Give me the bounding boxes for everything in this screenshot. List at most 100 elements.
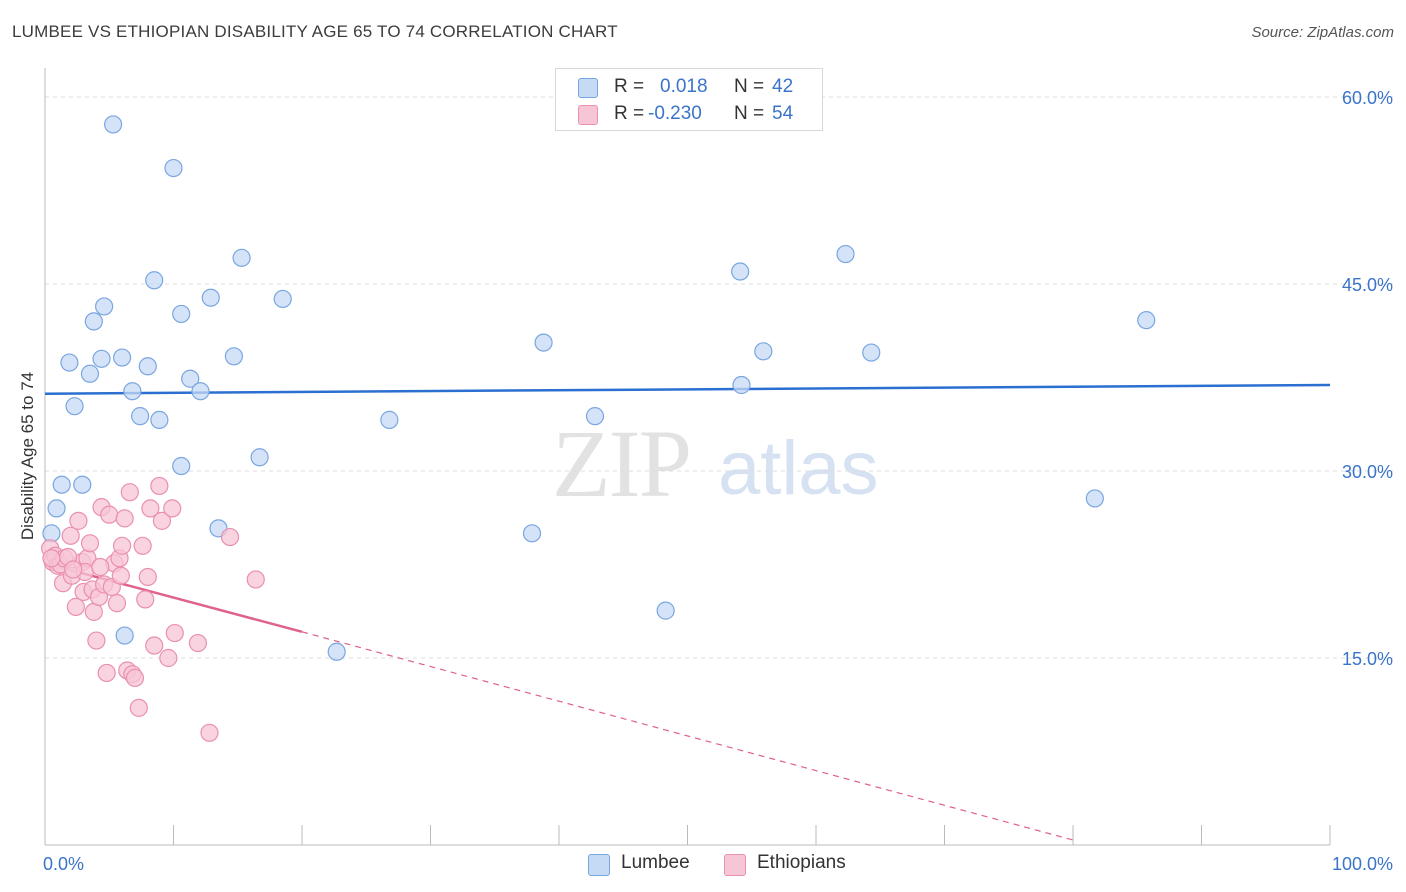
lumbee-point (181, 369, 200, 388)
ethiopian-point (91, 557, 110, 577)
stats-legend: R = 0.018 N = 42 R = -0.230 N = 54 (555, 68, 823, 131)
lumbee-point (172, 456, 191, 476)
y-axis-label: Disability Age 65 to 74 (18, 371, 37, 541)
lumbee-point (731, 262, 750, 281)
lumbee-point (52, 475, 71, 494)
lumbee-point (656, 601, 675, 620)
ethiopian-point (42, 549, 61, 568)
lumbee-point (273, 289, 292, 309)
ethiopian-point (61, 526, 80, 545)
ethiopian-point (136, 590, 155, 609)
lumbee-point (327, 642, 346, 661)
ethiopian-point (69, 511, 88, 530)
ethiopian-point (150, 476, 169, 496)
lumbee-point (130, 407, 150, 426)
n-label: N = (734, 103, 765, 124)
lumbee-point (250, 448, 269, 467)
lumbee-point (80, 364, 100, 383)
ethiopian-point (87, 631, 106, 650)
chart-title: LUMBEE VS ETHIOPIAN DISABILITY AGE 65 TO… (12, 22, 618, 41)
lumbee-point (84, 312, 103, 331)
lumbee-point (1137, 311, 1156, 330)
ethiopian-point (100, 505, 119, 524)
lumbee-point (112, 348, 132, 367)
lumbee-point (150, 410, 169, 429)
lumbee-point (534, 333, 553, 352)
ethiopian-point (188, 633, 208, 653)
x-tick-label: 0.0% (43, 854, 84, 874)
ethiopian-point (112, 536, 132, 555)
ethiopian-point (115, 509, 134, 528)
lumbee-point (585, 407, 605, 426)
lumbee-point (224, 347, 243, 366)
ethiopian-point (163, 499, 182, 518)
ethiopian-point (64, 560, 83, 579)
ethiopian-point (129, 698, 148, 717)
ethiopian-trend-extension (301, 631, 1074, 841)
lumbee-point (380, 410, 399, 429)
ethiopian-point (145, 636, 164, 655)
y-tick-label: 15.0% (1342, 649, 1393, 669)
lumbee-point (138, 357, 157, 376)
ethiopian-point (97, 663, 116, 683)
lumbee-trend-line (44, 383, 1331, 395)
r-label: R = (614, 103, 645, 124)
ethiopian-point (141, 499, 160, 518)
ethiopian-point (152, 511, 172, 530)
lumbee-point (95, 297, 114, 316)
lumbee-point (862, 343, 881, 362)
lumbee-point (115, 626, 134, 645)
ethiopian-point (133, 536, 152, 555)
ethiopian-point (200, 723, 219, 742)
lumbee-point (191, 382, 210, 401)
n-label: N = (734, 76, 765, 97)
axes (44, 68, 1331, 846)
ethiopians-legend-label: Ethiopians (757, 852, 846, 873)
ethiopians-legend-swatch (724, 854, 746, 876)
lumbee-point (836, 244, 855, 264)
lumbee-point (1085, 489, 1104, 508)
n-value: 54 (772, 103, 794, 124)
ethiopian-point (246, 570, 265, 589)
lumbee-point (60, 353, 79, 372)
lumbee-point (42, 524, 61, 543)
ethiopians-swatch (578, 105, 598, 125)
r-value: 0.018 (660, 76, 708, 97)
lumbee-point (522, 524, 542, 543)
y-tick-label: 60.0% (1342, 88, 1393, 108)
lumbee-point (754, 342, 773, 361)
legend-row-lumbee: R = 0.018 N = 42 (556, 73, 822, 101)
ethiopian-point (111, 566, 130, 585)
source-label: Source: ZipAtlas.com (1251, 24, 1394, 41)
lumbee-point (47, 499, 66, 518)
ethiopian-point (125, 668, 145, 688)
ethiopian-point (107, 594, 127, 613)
lumbee-point (123, 382, 142, 401)
lumbee-point (732, 375, 751, 395)
lumbee-point (164, 158, 183, 178)
y-tick-label: 30.0% (1342, 462, 1393, 482)
ethiopian-point (220, 527, 240, 547)
r-label: R = (614, 76, 645, 97)
r-value: -0.230 (648, 103, 702, 124)
n-value: 42 (772, 76, 794, 97)
lumbee-legend-swatch (588, 854, 610, 876)
lumbee-point (232, 248, 251, 267)
trend-lines (44, 383, 1331, 841)
ethiopian-point (138, 567, 157, 587)
ethiopian-point (80, 534, 100, 553)
lumbee-point (92, 349, 111, 368)
lumbee-point (201, 288, 220, 307)
ethiopian-point (120, 483, 139, 502)
watermark-zip: ZIP (552, 410, 692, 517)
legend-row-ethiopians: R = -0.230 N = 54 (556, 100, 822, 128)
gridlines (45, 96, 1395, 659)
lumbee-point (145, 271, 164, 290)
data-points (41, 115, 1156, 742)
ethiopian-point (159, 648, 178, 668)
lumbee-legend-label: Lumbee (621, 852, 690, 873)
x-tick-label: 100.0% (1332, 854, 1393, 874)
lumbee-point (65, 397, 84, 416)
y-tick-label: 45.0% (1342, 275, 1393, 295)
